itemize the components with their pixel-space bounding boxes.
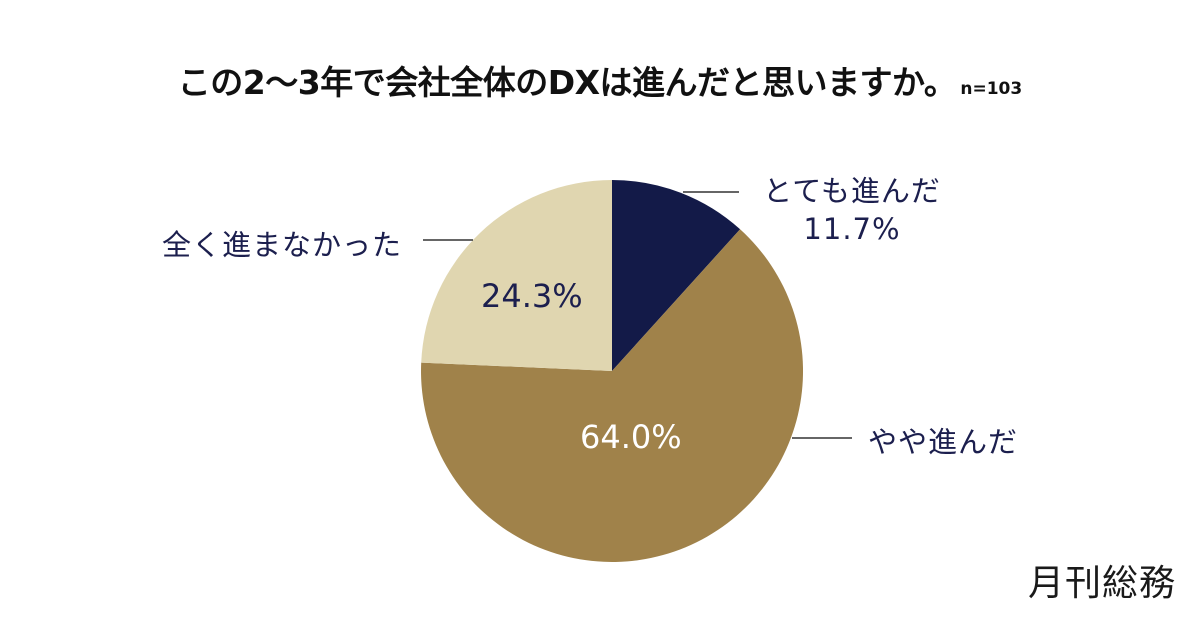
publisher-logo: 月刊総務 [1027, 563, 1176, 604]
pie-slice-not-advanced [421, 180, 612, 371]
label-not-advanced-name: 全く進まなかった [162, 228, 403, 262]
chart-title: この2〜3年で会社全体のDXは進んだと思いますか。 n=103 [0, 56, 1200, 104]
chart-title-text: この2〜3年で会社全体のDXは進んだと思いますか。 [177, 63, 957, 102]
pie-slice-somewhat-advanced [421, 229, 804, 562]
label-somewhat-advanced-name: やや進んだ [868, 425, 1019, 459]
label-very-advanced-name: とても進んだ [763, 174, 941, 208]
label-very-advanced: とても進んだ 11.7% [752, 172, 952, 248]
value-somewhat-advanced: 64.0% [580, 418, 682, 456]
label-very-advanced-value: 11.7% [803, 212, 901, 246]
sample-size: n=103 [960, 79, 1023, 99]
value-not-advanced: 24.3% [481, 277, 583, 315]
pie-slice-very-advanced [612, 179, 741, 371]
